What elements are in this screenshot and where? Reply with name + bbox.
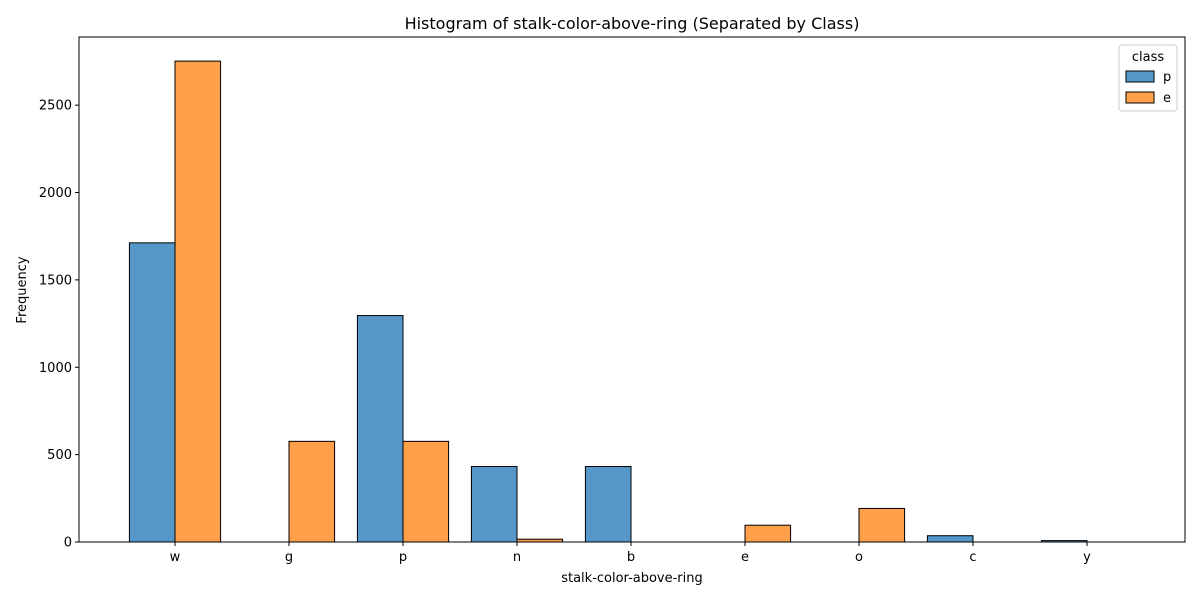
y-axis-label: Frequency bbox=[15, 256, 30, 323]
bar-e-w bbox=[174, 60, 222, 543]
chart-title: Histogram of stalk-color-above-ring (Sep… bbox=[405, 14, 860, 33]
y-tick-label-2000: 2000 bbox=[39, 186, 72, 201]
bar-e-g bbox=[288, 440, 336, 543]
plot-bars bbox=[128, 60, 1088, 543]
y-tick-label-0: 0 bbox=[64, 536, 72, 551]
y-tick-label-500: 500 bbox=[47, 448, 72, 463]
legend-title: class bbox=[1132, 50, 1164, 65]
x-tick-label-e: e bbox=[741, 550, 749, 565]
bar-p-p bbox=[356, 315, 404, 543]
y-tick-label-1500: 1500 bbox=[39, 273, 72, 288]
legend-swatch-p bbox=[1125, 70, 1155, 83]
bar-e-o bbox=[858, 507, 906, 543]
x-tick-label-w: w bbox=[170, 550, 181, 565]
plot-frame bbox=[78, 36, 1186, 543]
x-axis-label: stalk-color-above-ring bbox=[561, 571, 703, 586]
bar-p-n bbox=[470, 466, 518, 543]
x-tick-label-b: b bbox=[627, 550, 635, 565]
x-tick-label-g: g bbox=[285, 550, 293, 565]
bar-p-b bbox=[584, 466, 632, 543]
x-tick-label-n: n bbox=[513, 550, 521, 565]
y-axis: 0 500 1000 1500 2000 2500 bbox=[39, 99, 79, 551]
legend-label-p: p bbox=[1163, 70, 1171, 85]
bar-e-e bbox=[744, 524, 792, 543]
x-tick-label-p: p bbox=[399, 550, 407, 565]
x-tick-label-c: c bbox=[969, 550, 976, 565]
legend: class pe bbox=[1118, 44, 1178, 112]
bar-e-p bbox=[402, 440, 450, 543]
y-tick-label-1000: 1000 bbox=[39, 361, 72, 376]
legend-label-e: e bbox=[1163, 91, 1171, 106]
legend-swatch-e bbox=[1125, 91, 1155, 104]
bar-p-c bbox=[926, 535, 974, 543]
bar-p-w bbox=[128, 242, 176, 543]
legend-items: pe bbox=[1125, 70, 1171, 106]
x-tick-label-y: y bbox=[1083, 550, 1091, 565]
x-tick-label-o: o bbox=[855, 550, 863, 565]
y-tick-label-2500: 2500 bbox=[39, 99, 72, 114]
